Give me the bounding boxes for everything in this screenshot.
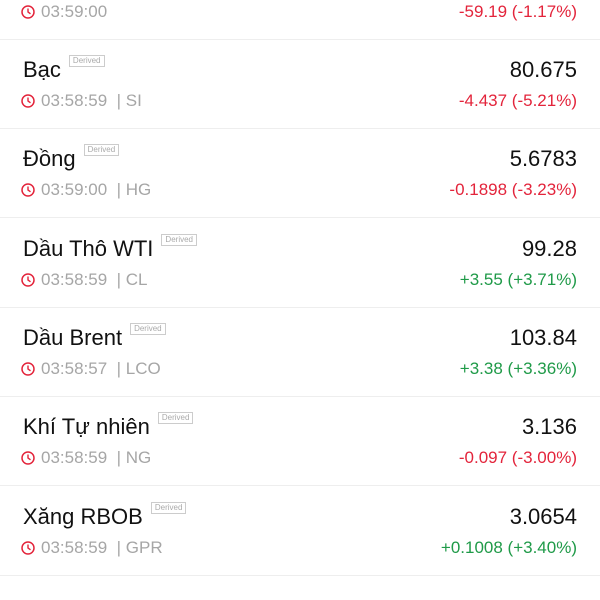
time-text: 03:58:59: [41, 448, 108, 468]
derived-badge: Derived: [157, 412, 194, 425]
price-value: 3.0654: [509, 503, 577, 529]
price-value: 103.84: [509, 324, 577, 350]
list-item[interactable]: Dầu Thô WTI Derived 99.28 03:58:59 | CL +…: [0, 219, 600, 308]
clock-icon: [21, 94, 35, 108]
timestamp: 03:58:59 | NG: [21, 448, 151, 468]
list-item[interactable]: Xăng RBOB Derived 3.0654 03:58:59 | GPR +…: [0, 487, 600, 576]
name-text: Bạc: [23, 57, 61, 82]
price-value: 5.6783: [509, 146, 577, 172]
change-text: +3.55 (+3.71%): [459, 269, 577, 289]
time-text: 03:59:00: [41, 180, 108, 200]
change-text: -59.19 (-1.17%): [458, 2, 577, 21]
symbol-text: | SI: [116, 91, 142, 110]
name-text: Dầu Brent: [23, 324, 123, 350]
derived-badge: Derived: [161, 233, 197, 246]
time-text: 03:58:59: [41, 269, 108, 289]
list-item[interactable]: Khí Tự nhiên Derived 3.136 03:58:59 | NG …: [0, 397, 600, 487]
commodity-name: Dầu Brent Derived: [23, 322, 166, 351]
price-value: 80.675: [509, 57, 577, 82]
derived-badge: Derived: [130, 322, 166, 335]
list-item[interactable]: Bạc Derived 80.675 03:58:59 | SI -4.437 (…: [0, 40, 600, 129]
time-text: 03:58:59: [41, 91, 108, 110]
symbol-text: | CL: [116, 269, 148, 289]
timestamp: 03:59:00 | HG: [21, 180, 151, 200]
commodity-name: Đồng Derived: [23, 144, 120, 172]
change-text: -0.097 (-3.00%): [458, 448, 577, 468]
commodity-name: Bạc Derived: [23, 55, 105, 83]
name-text: Khí Tự nhiên: [23, 414, 150, 440]
derived-badge: Derived: [83, 144, 120, 157]
timestamp: 03:58:57 | LCO: [21, 359, 161, 379]
timestamp: 03:58:59 | GPR: [21, 538, 163, 558]
change-text: -0.1898 (-3.23%): [449, 180, 577, 200]
timestamp: 03:58:59 | CL: [21, 270, 148, 290]
name-text: Dầu Thô WTI: [23, 235, 154, 261]
change-text: +0.1008 (+3.40%): [440, 537, 577, 557]
symbol-text: | LCO: [116, 358, 161, 378]
name-text: Xăng RBOB: [23, 503, 143, 529]
list-item[interactable]: Dầu Brent Derived 103.84 03:58:57 | LCO +…: [0, 308, 600, 397]
time-text: 03:58:57: [41, 358, 108, 378]
symbol-text: | HG: [116, 180, 152, 200]
commodity-name: Xăng RBOB Derived: [23, 501, 187, 530]
time-text: 03:58:59: [41, 537, 108, 557]
price-value: 99.28: [521, 235, 577, 261]
symbol-text: | GPR: [116, 537, 163, 557]
timestamp: 03:58:59 | SI: [21, 91, 142, 111]
clock-icon: [21, 451, 35, 465]
symbol-text: | NG: [116, 448, 152, 468]
commodity-name: Dầu Thô WTI Derived: [23, 233, 197, 262]
commodity-name: Khí Tự nhiên Derived: [23, 412, 194, 440]
list-item[interactable]: 03:59:00 -59.19 (-1.17%): [0, 0, 600, 40]
clock-icon: [21, 5, 35, 19]
time-text: 03:59:00: [41, 2, 108, 21]
change-text: +3.38 (+3.36%): [459, 358, 577, 378]
derived-badge: Derived: [150, 501, 187, 514]
clock-icon: [21, 540, 35, 555]
name-text: Đồng: [23, 146, 76, 172]
change-text: -4.437 (-5.21%): [458, 91, 577, 110]
timestamp: 03:59:00: [21, 2, 107, 22]
price-value: 3.136: [521, 414, 577, 440]
clock-icon: [21, 272, 35, 287]
clock-icon: [21, 362, 35, 376]
list-item[interactable]: Đồng Derived 5.6783 03:59:00 | HG -0.1898…: [0, 129, 600, 219]
clock-icon: [21, 183, 35, 198]
derived-badge: Derived: [68, 55, 105, 67]
